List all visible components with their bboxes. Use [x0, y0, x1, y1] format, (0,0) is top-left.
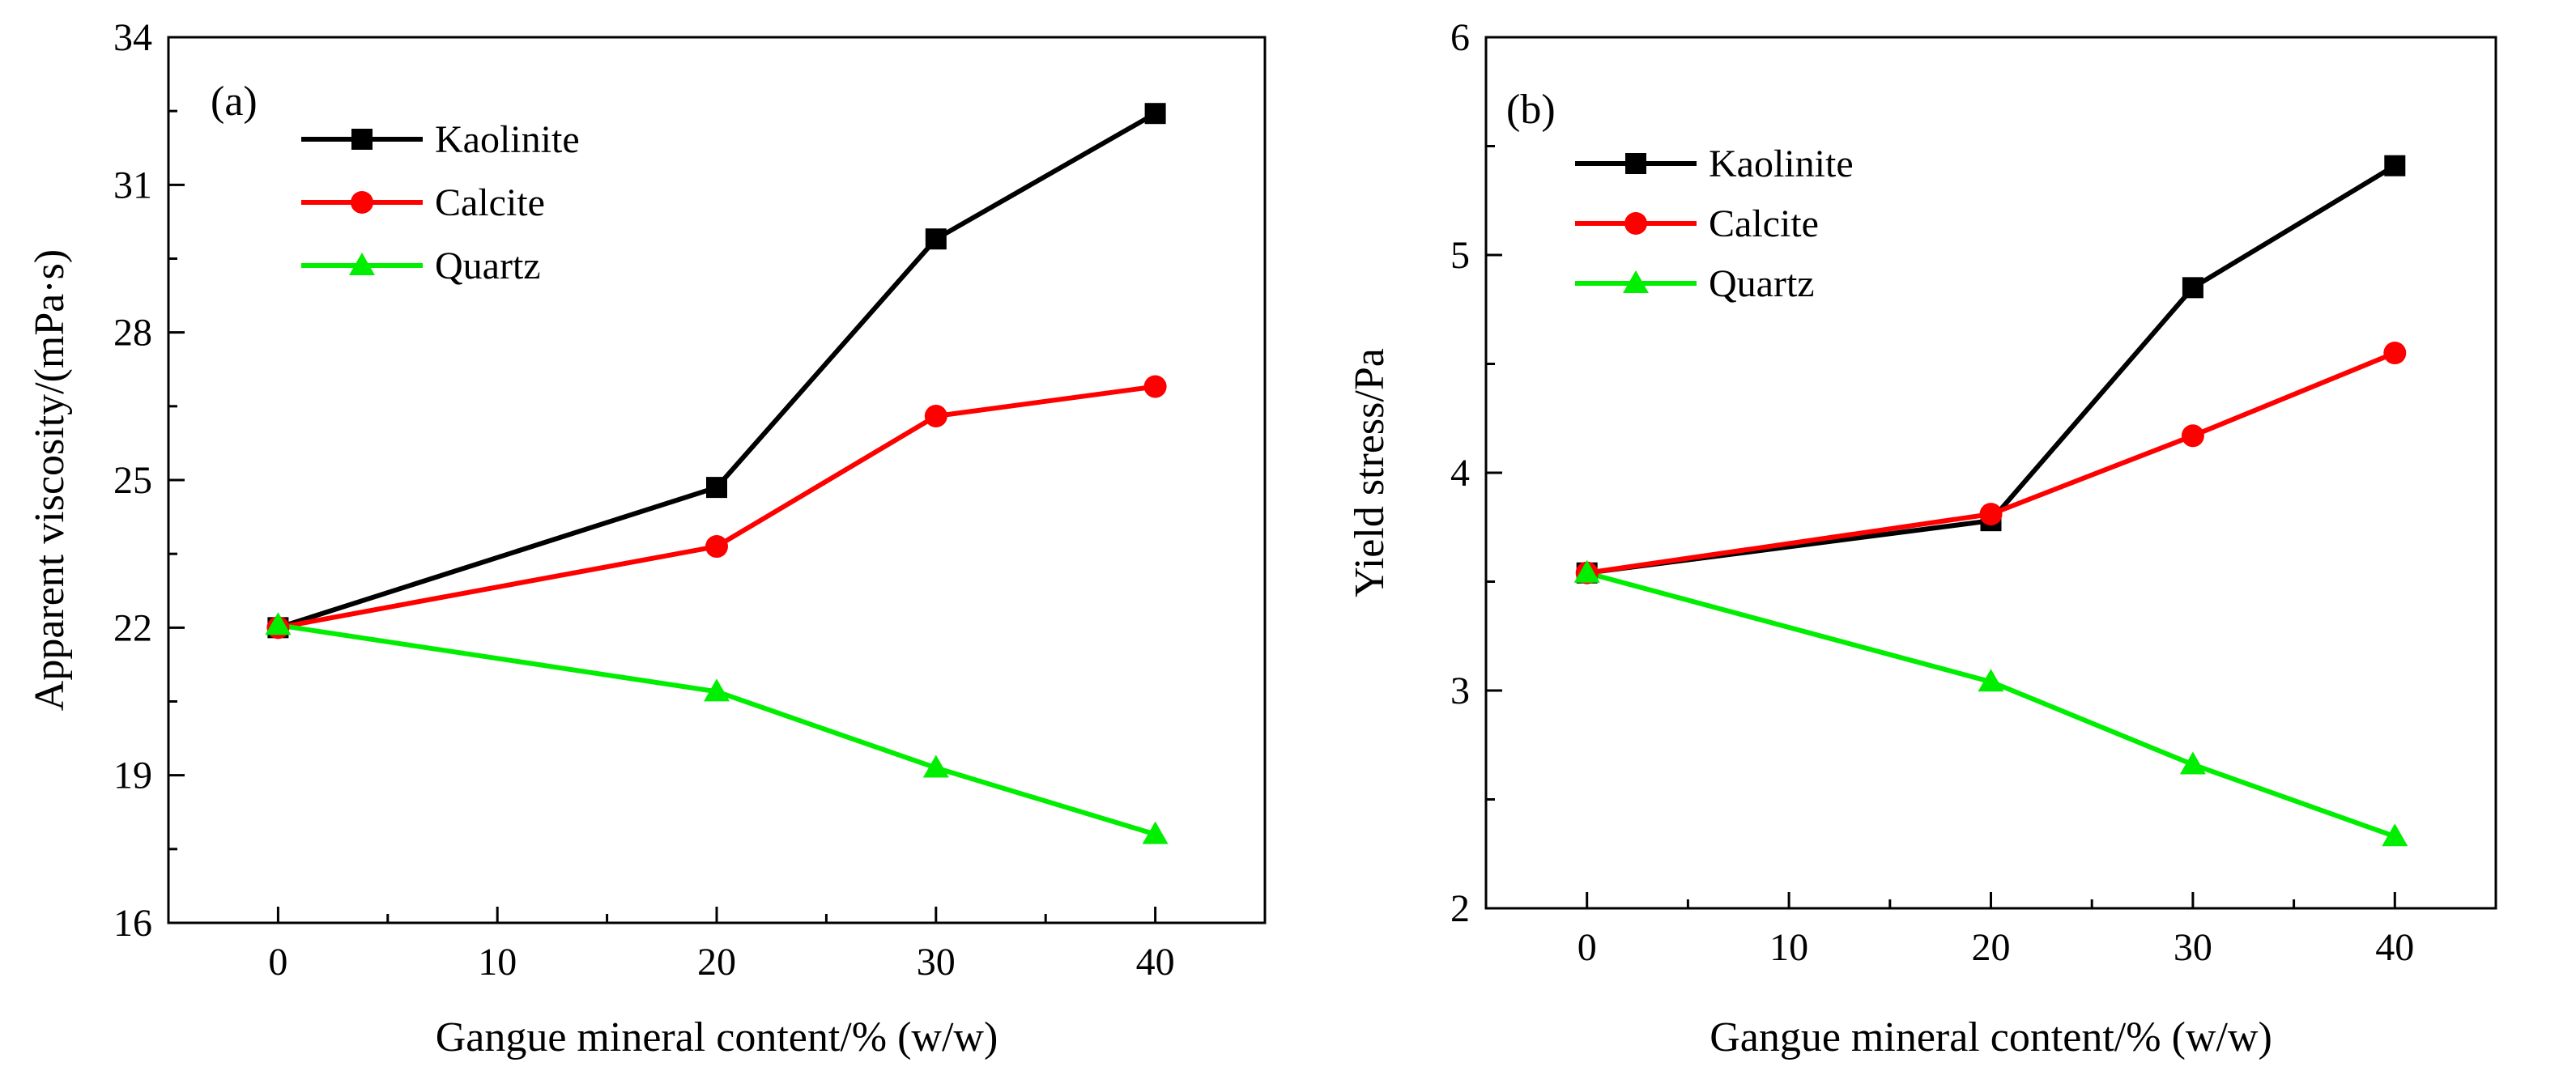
series-line-calcite	[1586, 351, 2396, 576]
series-line-kaolinite	[1586, 164, 2396, 576]
y-tick-label: 34	[113, 16, 152, 59]
panel-label: (a)	[211, 79, 258, 125]
x-axis-title: Gangue mineral content/% (w/w)	[1710, 1014, 2272, 1060]
data-point-calcite	[1979, 503, 2003, 526]
legend-marker-kaolinite	[1625, 153, 1646, 174]
data-point-calcite	[1143, 375, 1167, 398]
legend-marker-kaolinite	[351, 129, 373, 150]
series-line-quartz	[1586, 570, 2396, 839]
data-point-kaolinite	[2384, 155, 2406, 176]
x-axis-title: Gangue mineral content/% (w/w)	[436, 1014, 998, 1060]
x-tick-label: 30	[917, 941, 956, 984]
x-tick-label: 10	[1769, 926, 1808, 969]
y-tick-label: 19	[113, 754, 152, 797]
y-tick-label: 25	[113, 459, 152, 502]
x-tick-label: 30	[2174, 926, 2212, 969]
series-line-calcite	[277, 384, 1156, 631]
panel-label: (b)	[1506, 87, 1556, 133]
data-point-kaolinite	[1144, 103, 1166, 125]
y-tick-label: 28	[113, 312, 152, 355]
legend-label-kaolinite: Kaolinite	[435, 118, 580, 161]
y-tick-label: 31	[113, 164, 152, 206]
data-point-calcite	[2383, 342, 2407, 365]
x-tick-label: 40	[1136, 941, 1175, 984]
data-point-quartz	[265, 612, 292, 635]
data-point-quartz	[2382, 823, 2408, 847]
legend-marker-quartz	[1623, 270, 1649, 293]
data-point-kaolinite	[706, 477, 727, 499]
data-point-calcite	[705, 535, 728, 559]
y-tick-label: 2	[1450, 887, 1470, 930]
legend-label-quartz: Quartz	[1709, 262, 1815, 305]
data-point-quartz	[922, 754, 949, 778]
data-point-quartz	[1142, 821, 1169, 844]
y-tick-label: 22	[113, 606, 152, 649]
legend-marker-calcite	[351, 191, 373, 214]
series-line-quartz	[277, 623, 1156, 837]
legend-marker-calcite	[1624, 212, 1647, 235]
x-tick-label: 20	[697, 941, 736, 984]
data-point-quartz	[2179, 751, 2206, 775]
y-tick-label: 3	[1450, 669, 1470, 712]
x-tick-label: 40	[2375, 926, 2414, 969]
legend-marker-quartz	[349, 253, 375, 275]
x-tick-label: 0	[1578, 926, 1597, 969]
legend-label-calcite: Calcite	[1709, 202, 1819, 245]
x-tick-label: 0	[268, 941, 287, 984]
data-point-calcite	[2181, 424, 2204, 448]
y-tick-label: 6	[1450, 16, 1470, 59]
y-tick-label: 5	[1450, 234, 1470, 277]
data-point-kaolinite	[2182, 277, 2203, 299]
data-point-calcite	[924, 404, 947, 427]
data-point-kaolinite	[925, 228, 947, 250]
legend-label-kaolinite: Kaolinite	[1709, 142, 1854, 185]
y-tick-label: 4	[1450, 452, 1470, 495]
data-point-quartz	[704, 678, 730, 702]
x-tick-label: 10	[478, 941, 517, 984]
chart-panel-b: 0 10 20 30 40 2 3 4 5 6 Gangue mineral content/% (…	[1347, 16, 2497, 1060]
legend-label-quartz: Quartz	[435, 244, 541, 287]
y-axis-title: Apparent viscosity/(mPa·s)	[27, 249, 73, 711]
legend-label-calcite: Calcite	[435, 181, 545, 224]
y-tick-label: 16	[113, 902, 152, 945]
data-point-quartz	[1978, 669, 2004, 692]
series-line-kaolinite	[277, 111, 1157, 631]
x-tick-label: 20	[1972, 926, 2011, 969]
y-axis-title: Yield stress/Pa	[1347, 348, 1393, 597]
chart-panel-a: 0 10 20 30 40 16 19 22 25 28 31 34 Gangue mineral co…	[27, 16, 1267, 1060]
data-point-quartz	[1573, 559, 1600, 583]
